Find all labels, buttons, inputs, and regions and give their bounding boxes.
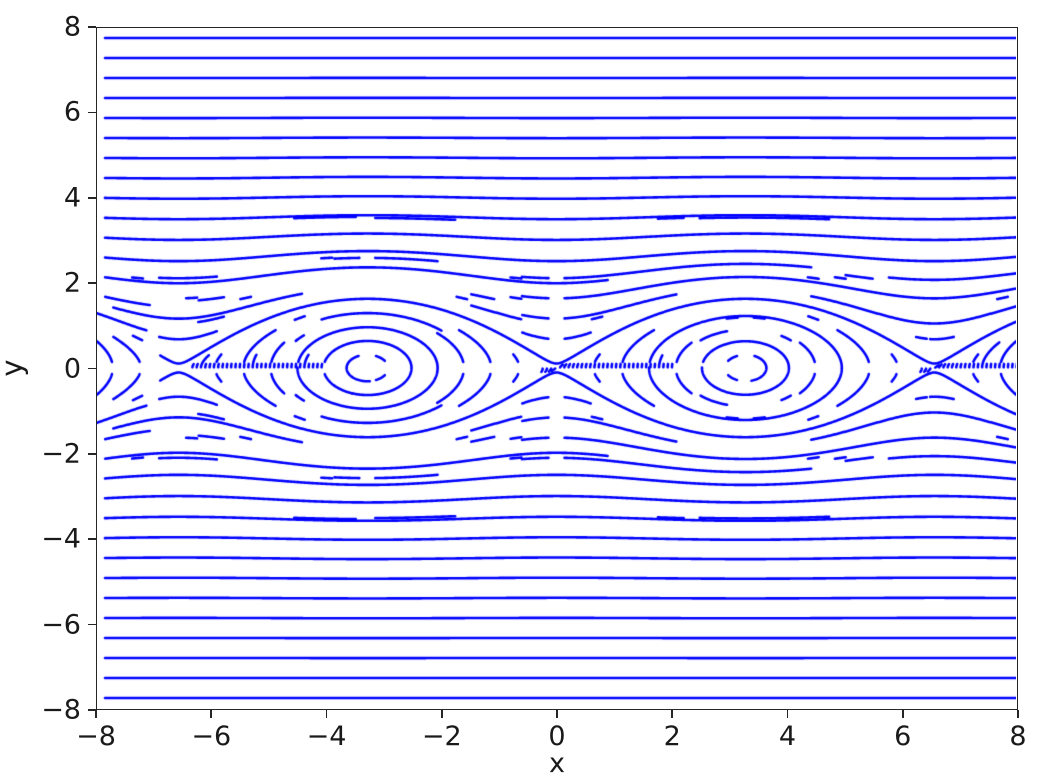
- x-tick-mark: [1017, 710, 1019, 718]
- x-tick-mark: [671, 710, 674, 718]
- y-tick-label: −6: [41, 609, 81, 641]
- x-tick-label: −8: [76, 721, 116, 752]
- x-tick-mark: [786, 710, 789, 718]
- x-axis-label: x: [549, 748, 565, 779]
- y-tick-mark: [88, 453, 96, 455]
- x-tick-label: 0: [548, 721, 566, 752]
- x-tick-mark: [325, 710, 328, 718]
- y-tick-label: 2: [63, 267, 81, 299]
- x-tick-mark: [210, 710, 213, 718]
- streamlines-canvas: [97, 28, 1016, 708]
- y-tick-mark: [88, 196, 96, 199]
- y-tick-label: −4: [41, 523, 81, 555]
- y-tick-label: −2: [41, 438, 81, 470]
- x-tick-mark: [901, 710, 904, 718]
- y-tick-mark: [88, 367, 96, 370]
- y-tick-mark: [88, 538, 96, 541]
- plot-axes-frame: [96, 27, 1018, 710]
- x-tick-label: 2: [663, 721, 681, 752]
- x-tick-label: −2: [421, 721, 462, 752]
- x-tick-mark: [556, 710, 558, 718]
- y-tick-label: 4: [63, 182, 81, 214]
- y-tick-mark: [88, 623, 96, 626]
- x-tick-mark: [95, 710, 97, 718]
- y-tick-mark: [88, 26, 96, 28]
- x-tick-label: −6: [191, 721, 232, 752]
- x-tick-label: −4: [306, 721, 347, 752]
- y-tick-label: 8: [63, 11, 81, 43]
- y-tick-mark: [88, 111, 96, 114]
- y-tick-label: 0: [63, 353, 81, 384]
- y-tick-label: −8: [41, 694, 81, 726]
- x-tick-label: 8: [1009, 721, 1027, 752]
- y-tick-label: 6: [63, 96, 81, 128]
- y-tick-mark: [88, 709, 96, 711]
- x-tick-label: 6: [894, 721, 912, 752]
- x-tick-mark: [440, 710, 443, 718]
- x-tick-label: 4: [778, 721, 797, 752]
- y-tick-mark: [88, 282, 96, 284]
